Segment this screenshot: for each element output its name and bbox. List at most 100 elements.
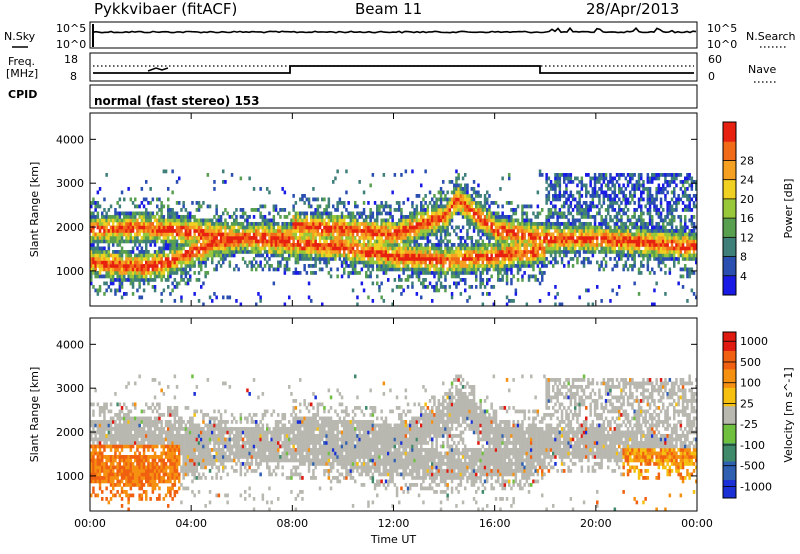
heatmap-cell [140, 264, 144, 268]
heatmap-cell [571, 264, 575, 268]
heatmap-cell [101, 264, 104, 268]
heatmap-cell [508, 264, 511, 268]
heatmap-cell [217, 215, 221, 219]
heatmap-cell [415, 264, 419, 268]
heatmap-cell [569, 250, 573, 254]
heatmap-cell [301, 222, 304, 226]
heatmap-cell [301, 250, 304, 254]
heatmap-cell [197, 257, 201, 261]
heatmap-cell [444, 211, 447, 216]
heatmap-cell [217, 229, 221, 233]
heatmap-cell [303, 194, 306, 198]
heatmap-cell [532, 243, 535, 247]
heatmap-cell [563, 229, 566, 233]
heatmap-cell [406, 246, 410, 251]
heatmap-cell [354, 201, 357, 205]
heatmap-cell [145, 180, 148, 184]
heatmap-cell [437, 257, 441, 261]
heatmap-cell [481, 208, 485, 212]
heatmap-cell [532, 267, 535, 272]
heatmap-cell [127, 250, 130, 254]
heatmap-cell [690, 197, 694, 202]
heatmap-cell [695, 236, 698, 240]
heatmap-cell [156, 264, 159, 268]
heatmap-cell [596, 180, 599, 184]
heatmap-cell [648, 218, 652, 223]
heatmap-cell [525, 225, 529, 230]
heatmap-cell [162, 204, 166, 209]
heatmap-cell [376, 246, 379, 251]
heatmap-cell [206, 229, 210, 233]
heatmap-cell [167, 257, 170, 261]
heatmap-cell [611, 250, 614, 254]
heatmap-cell [457, 257, 460, 261]
heatmap-cell [140, 246, 144, 251]
heatmap-cell [417, 225, 421, 230]
heatmap-cell [371, 250, 375, 254]
heatmap-cell [316, 253, 320, 258]
heatmap-cell [510, 246, 513, 251]
heatmap-cell [153, 229, 157, 233]
heatmap-cell [354, 215, 357, 219]
heatmap-cell [556, 211, 559, 216]
heatmap-cell [435, 257, 438, 261]
heatmap-cell [499, 243, 502, 247]
heatmap-cell [472, 197, 476, 202]
heatmap-cell [391, 215, 394, 219]
heatmap-cell [235, 222, 238, 226]
heatmap-cell [413, 260, 416, 265]
heatmap-cell [387, 260, 390, 265]
heatmap-cell [131, 250, 135, 254]
heatmap-cell [94, 236, 97, 240]
heatmap-cell [457, 173, 460, 177]
heatmap-cell [288, 225, 291, 230]
heatmap-cell [666, 211, 669, 216]
heatmap-cell [620, 173, 623, 177]
heatmap-cell [327, 201, 331, 205]
heatmap-cell [684, 267, 687, 272]
heatmap-cell [376, 236, 379, 240]
heatmap-cell [611, 176, 614, 181]
heatmap-cell [519, 257, 522, 261]
heatmap-cell [516, 236, 520, 240]
heatmap-cell [107, 222, 111, 226]
heatmap-cell [310, 243, 313, 247]
heatmap-cell [371, 253, 375, 258]
heatmap-cell [622, 211, 625, 216]
heatmap-cell [369, 243, 372, 247]
heatmap-cell [109, 239, 113, 244]
heatmap-cell [690, 232, 694, 237]
heatmap-cell [329, 246, 333, 251]
heatmap-cell [257, 246, 260, 251]
heatmap-cell [618, 232, 621, 237]
heatmap-cell [688, 271, 691, 275]
heatmap-cell [307, 246, 311, 251]
heatmap-cell [378, 250, 381, 254]
heatmap-cell [455, 201, 458, 205]
heatmap-cell [338, 257, 342, 261]
heatmap-cell [215, 246, 218, 251]
freq-wiggle [147, 67, 169, 72]
heatmap-cell [604, 246, 608, 251]
heatmap-cell [213, 225, 216, 230]
heatmap-cell [426, 222, 430, 226]
heatmap-cell [362, 250, 366, 254]
heatmap-cell [490, 236, 493, 240]
heatmap-cell [356, 302, 359, 307]
heatmap-cell [459, 243, 463, 247]
heatmap-cell [362, 211, 366, 216]
heatmap-cell [268, 243, 271, 247]
heatmap-cell [382, 264, 386, 268]
heatmap-cell [684, 218, 687, 223]
heatmap-cell [692, 232, 696, 237]
heatmap-cell [378, 267, 381, 272]
heatmap-cell [316, 229, 320, 233]
heatmap-cell [362, 208, 366, 212]
heatmap-cell [182, 257, 185, 261]
heatmap-cell [362, 218, 366, 223]
heatmap-cell [160, 204, 163, 209]
heatmap-cell [448, 260, 452, 265]
heatmap-cell [268, 229, 271, 233]
heatmap-cell [272, 215, 276, 219]
heatmap-cell [437, 218, 441, 223]
